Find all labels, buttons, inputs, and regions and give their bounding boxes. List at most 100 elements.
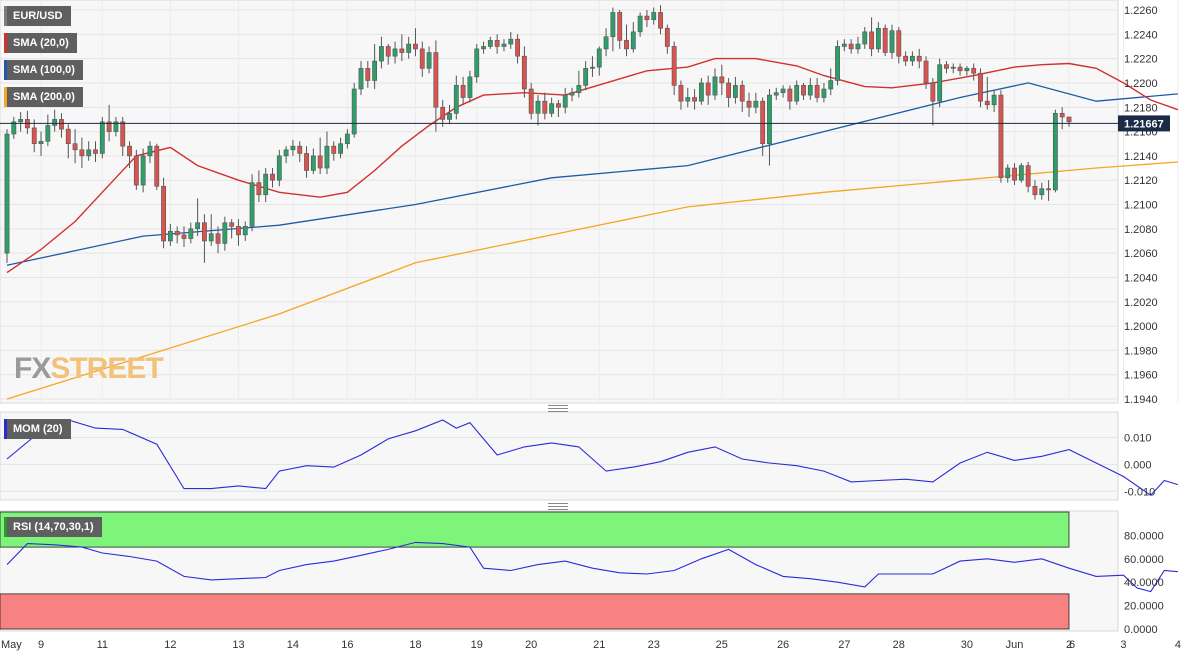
candle-body: [1018, 165, 1024, 181]
bullish-candle: [283, 146, 289, 164]
candle-body: [875, 27, 881, 50]
candle-body: [556, 103, 561, 108]
candle-body: [392, 48, 398, 57]
candle-body: [841, 43, 847, 47]
bearish-candle: [1046, 180, 1051, 201]
bullish-candle: [501, 39, 507, 52]
candle-body: [971, 68, 977, 74]
momentum-legend-text: MOM (20): [13, 423, 63, 435]
bearish-candle: [215, 226, 221, 254]
x-tick-label: 19: [471, 639, 483, 651]
candle-body: [38, 140, 44, 145]
bearish-candle: [787, 85, 793, 110]
candle-body: [385, 46, 391, 57]
bullish-candle: [276, 149, 282, 187]
x-tick-label: 27: [838, 639, 850, 651]
bearish-candle: [971, 63, 977, 81]
candle-body: [528, 88, 534, 114]
candle-body: [113, 121, 119, 132]
candle-body: [372, 60, 378, 81]
x-tick-label: 4: [1175, 639, 1181, 651]
candle-body: [726, 82, 732, 98]
candle-body: [1046, 188, 1051, 191]
candle-body: [964, 68, 970, 72]
candle-body: [65, 128, 71, 145]
bearish-candle: [127, 141, 132, 169]
bearish-candle: [460, 76, 466, 105]
bearish-candle: [515, 34, 520, 64]
candle-body: [1032, 185, 1038, 196]
bearish-candle: [556, 99, 561, 117]
candle-body: [181, 234, 187, 239]
bullish-candle: [794, 80, 800, 105]
candle-body: [780, 88, 786, 93]
bearish-candle: [617, 10, 623, 49]
candle-body: [338, 143, 343, 154]
bullish-candle: [821, 82, 827, 103]
price-tick-label: 1.2100: [1124, 200, 1158, 212]
candle-body: [596, 48, 602, 68]
bearish-candle: [644, 10, 650, 28]
bullish-candle: [195, 198, 201, 237]
candle-body: [814, 85, 820, 98]
candle-body: [637, 15, 643, 33]
symbol-text: EUR/USD: [13, 10, 63, 22]
candle-body: [719, 76, 725, 84]
bearish-candle: [692, 89, 697, 110]
bearish-candle: [848, 39, 854, 54]
bullish-candle: [828, 68, 834, 96]
bearish-candle: [304, 146, 309, 178]
candle-body: [229, 222, 235, 227]
candle-body: [869, 31, 874, 50]
momentum-line: [6, 419, 1179, 497]
bullish-candle: [733, 76, 738, 104]
bearish-candle: [181, 226, 187, 248]
candle-body: [910, 55, 915, 62]
candle-body: [460, 85, 466, 98]
bearish-candle: [1059, 107, 1065, 130]
x-tick-label: 18: [409, 639, 421, 651]
bearish-candle: [930, 78, 936, 126]
candle-body: [855, 43, 861, 50]
bullish-candle: [208, 214, 214, 246]
x-tick-label: 21: [593, 639, 605, 651]
momentum-panel: [0, 411, 1119, 501]
candle-body: [419, 48, 425, 69]
candle-body: [140, 155, 146, 186]
candle-body: [705, 82, 711, 96]
candle-body: [120, 121, 126, 147]
bearish-candle: [1032, 180, 1038, 200]
candle-body: [998, 94, 1004, 179]
candle-body: [1066, 116, 1072, 123]
bullish-candle: [467, 70, 473, 103]
candle-body: [739, 85, 745, 102]
candle-body: [692, 97, 697, 102]
candle-body: [590, 66, 595, 69]
bearish-candle: [528, 82, 534, 120]
momentum-tick-label: -0.010: [1124, 486, 1155, 498]
candle-body: [440, 106, 446, 120]
bearish-candle: [801, 82, 806, 100]
candle-body: [331, 145, 337, 154]
bullish-candle: [767, 89, 772, 166]
bullish-candle: [263, 168, 269, 203]
candle-body: [862, 31, 868, 45]
candle-body: [147, 145, 153, 157]
bullish-candle: [222, 216, 228, 251]
candle-body: [624, 40, 629, 50]
bullish-candle: [113, 116, 119, 137]
bullish-candle: [392, 41, 398, 64]
bullish-candle: [576, 70, 582, 98]
candle-body: [467, 76, 473, 98]
candle-body: [174, 230, 180, 236]
rsi-resize-handle[interactable]: [548, 503, 568, 510]
bearish-candle: [270, 168, 275, 188]
momentum-resize-handle[interactable]: [548, 405, 568, 412]
bullish-candle: [372, 44, 378, 90]
bullish-candle: [45, 114, 51, 147]
rsi-line: [6, 541, 1178, 593]
candle-body: [249, 182, 255, 227]
bullish-candle: [4, 129, 10, 263]
candle-body: [542, 100, 548, 114]
